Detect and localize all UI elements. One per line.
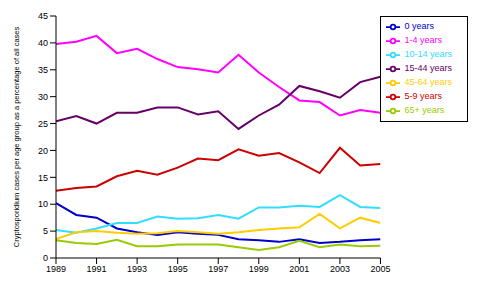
svg-text:1989: 1989 bbox=[46, 264, 66, 274]
svg-text:0: 0 bbox=[43, 253, 48, 263]
svg-text:Cryptosporidium cases per age: Cryptosporidium cases per age group as a… bbox=[12, 26, 21, 247]
html-text:15-44 years: 15-44 years bbox=[404, 63, 452, 74]
html-text:65+ years: 65+ years bbox=[404, 105, 445, 116]
svg-text:2005: 2005 bbox=[370, 264, 390, 274]
svg-text:15: 15 bbox=[38, 173, 48, 183]
html-text:5-9 years: 5-9 years bbox=[404, 91, 442, 102]
svg-text:10: 10 bbox=[38, 199, 48, 209]
svg-text:1999: 1999 bbox=[249, 264, 269, 274]
svg-text:2003: 2003 bbox=[330, 264, 350, 274]
svg-text:35: 35 bbox=[38, 65, 48, 75]
html-text:0 years: 0 years bbox=[404, 21, 434, 32]
svg-text:2001: 2001 bbox=[289, 264, 309, 274]
svg-text:1997: 1997 bbox=[208, 264, 228, 274]
svg-text:1991: 1991 bbox=[87, 264, 107, 274]
html-text:10-14 years: 10-14 years bbox=[404, 49, 452, 60]
html-text:45-64 years: 45-64 years bbox=[404, 77, 452, 88]
svg-text:40: 40 bbox=[38, 38, 48, 48]
svg-text:45: 45 bbox=[38, 11, 48, 21]
html-text:1-4 years: 1-4 years bbox=[404, 35, 442, 46]
svg-text:25: 25 bbox=[38, 119, 48, 129]
svg-text:1995: 1995 bbox=[168, 264, 188, 274]
svg-text:1993: 1993 bbox=[127, 264, 147, 274]
svg-text:5: 5 bbox=[43, 226, 48, 236]
svg-text:30: 30 bbox=[38, 92, 48, 102]
svg-text:20: 20 bbox=[38, 146, 48, 156]
